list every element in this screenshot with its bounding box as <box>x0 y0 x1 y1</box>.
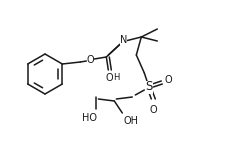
Text: OH: OH <box>124 116 139 126</box>
Text: O: O <box>86 55 94 65</box>
Text: N: N <box>120 35 127 45</box>
Text: O: O <box>149 105 157 115</box>
Text: HO: HO <box>82 113 97 123</box>
Text: S: S <box>146 81 153 93</box>
Text: O: O <box>165 75 172 85</box>
Text: H: H <box>113 74 119 82</box>
Text: O: O <box>106 73 113 83</box>
